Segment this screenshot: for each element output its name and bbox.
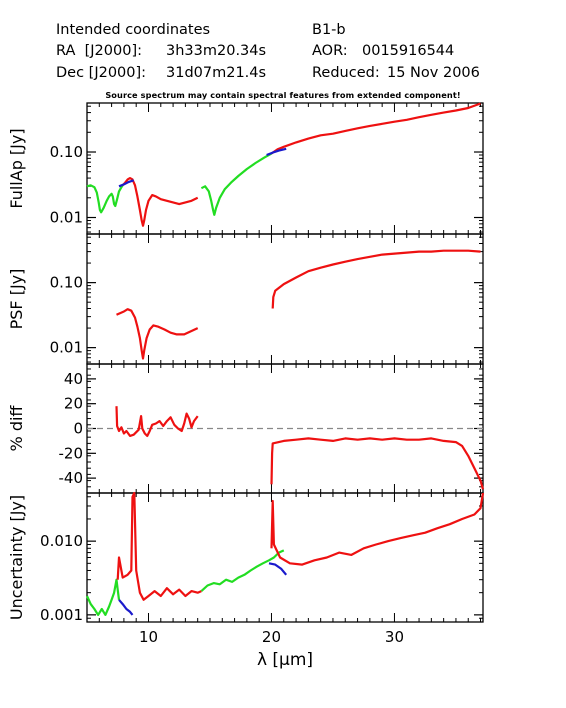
y-tick-label: 0 xyxy=(73,420,83,438)
y-tick-label: 0.01 xyxy=(50,209,83,227)
header-intended-coordinates: Intended coordinates xyxy=(56,22,211,38)
series-blue-6 xyxy=(266,147,287,157)
series-red-1 xyxy=(116,308,199,360)
panel-frame-3 xyxy=(86,363,484,494)
x-tick-label: 20 xyxy=(262,628,281,646)
x-tick-label: 30 xyxy=(385,628,404,646)
x-tick-label: 10 xyxy=(139,628,158,646)
extended-component-warning: Source spectrum may contain spectral fea… xyxy=(105,90,461,100)
series-red-3 xyxy=(116,491,202,601)
header-reduced-label: Reduced: xyxy=(312,65,380,81)
header-ra-label: RA [J2000]: xyxy=(56,43,143,59)
y-tick-label: 0.001 xyxy=(40,606,83,624)
header-target-name: B1-b xyxy=(312,22,346,38)
header-reduced-value: 15 Nov 2006 xyxy=(387,65,480,81)
y-tick-label: 0.01 xyxy=(50,339,83,357)
panel-frame-1 xyxy=(86,102,484,235)
y-tick-label: 0.010 xyxy=(40,532,83,550)
y-axis-label: FullAp [Jy] xyxy=(7,128,26,208)
series-green-4 xyxy=(200,152,273,216)
series-red-5 xyxy=(270,102,481,155)
series-blue-3 xyxy=(118,179,135,188)
y-axis-label: PSF [Jy] xyxy=(7,269,26,330)
series-red-1 xyxy=(115,406,199,437)
series-green-1 xyxy=(85,578,121,617)
y-tick-label: 20 xyxy=(64,395,83,413)
x-axis-label: λ [μm] xyxy=(257,650,313,670)
y-tick-label: 40 xyxy=(64,370,83,388)
series-green-4 xyxy=(200,549,285,592)
series-red-2 xyxy=(121,177,199,227)
series-red-2 xyxy=(271,249,481,309)
panel-frame-4 xyxy=(86,492,484,623)
series-blue-2 xyxy=(118,599,134,616)
header-aor-value: 0015916544 xyxy=(362,43,455,59)
y-axis-label: Uncertainty [Jy] xyxy=(7,495,26,620)
header-aor-label: AOR: xyxy=(312,43,348,59)
series-blue-5 xyxy=(268,562,288,576)
series-green-1 xyxy=(86,184,124,214)
header-dec-label: Dec [J2000]: xyxy=(56,65,147,81)
y-tick-label: 0.10 xyxy=(50,143,83,161)
series-red-6 xyxy=(270,492,485,566)
header-ra-value: 3h33m20.34s xyxy=(166,43,267,59)
y-axis-label: % diff xyxy=(7,405,26,452)
series-red-2 xyxy=(270,437,485,490)
y-tick-label: 0.10 xyxy=(50,274,83,292)
y-tick-label: -20 xyxy=(59,444,84,462)
header-dec-value: 31d07m21.4s xyxy=(166,65,267,81)
y-tick-label: -40 xyxy=(59,469,84,487)
